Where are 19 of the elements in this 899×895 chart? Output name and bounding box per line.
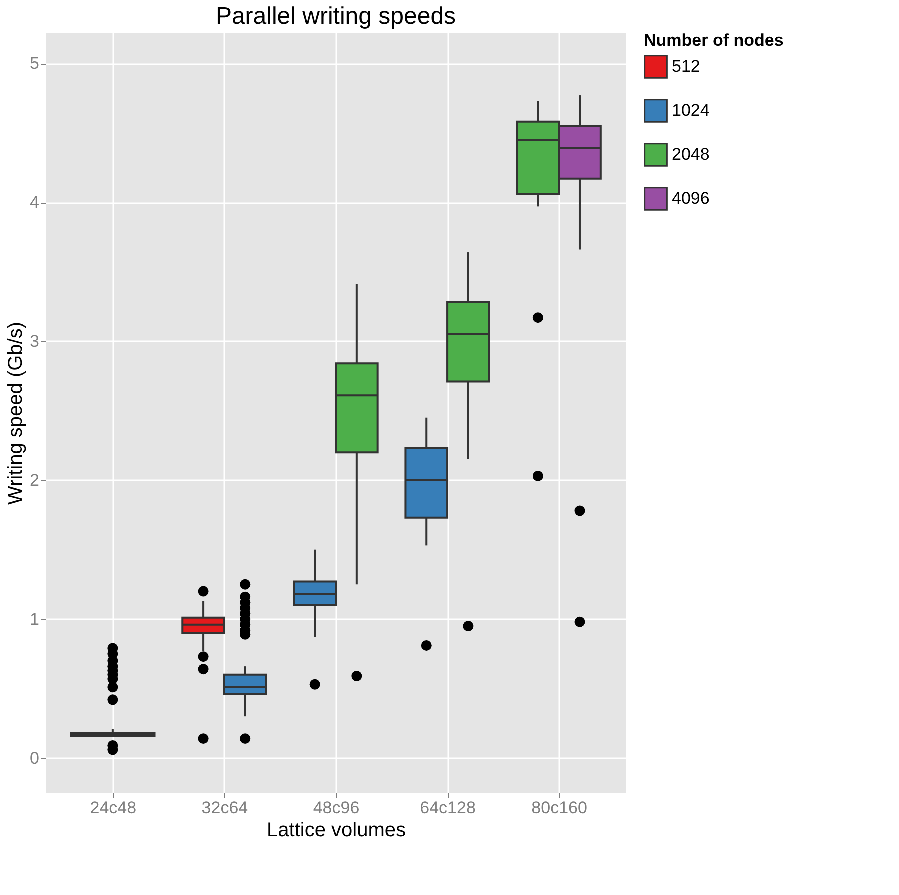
x-tick-label: 80c160 bbox=[532, 798, 588, 818]
legend-title: Number of nodes bbox=[644, 31, 784, 50]
x-tick-label: 48c96 bbox=[313, 798, 360, 818]
chart-title: Parallel writing speeds bbox=[216, 3, 456, 30]
y-tick-label: 2 bbox=[30, 470, 40, 490]
y-tick-label: 3 bbox=[30, 332, 40, 351]
x-tick-label: 32c64 bbox=[202, 798, 248, 818]
legend-label: 512 bbox=[672, 57, 700, 76]
legend-label: 2048 bbox=[672, 145, 710, 164]
x-axis-title: Lattice volumes bbox=[267, 820, 406, 842]
x-tick-label: 64c128 bbox=[420, 798, 476, 818]
x-tick-label: 24c48 bbox=[90, 798, 137, 818]
y-tick-label: 5 bbox=[30, 54, 40, 74]
y-tick-label: 4 bbox=[30, 193, 40, 212]
y-tick-label: 1 bbox=[30, 610, 40, 629]
y-axis-title: Writing speed (Gb/s) bbox=[5, 322, 28, 506]
legend-label: 4096 bbox=[672, 189, 710, 208]
y-tick-label: 0 bbox=[30, 748, 40, 768]
legend-label: 1024 bbox=[672, 101, 710, 120]
